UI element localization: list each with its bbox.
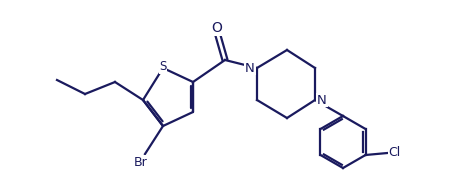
Text: Br: Br	[134, 155, 148, 168]
Text: O: O	[211, 21, 222, 35]
Text: Cl: Cl	[388, 146, 401, 159]
Text: N: N	[317, 94, 327, 107]
Text: S: S	[159, 61, 167, 74]
Text: N: N	[245, 62, 255, 74]
